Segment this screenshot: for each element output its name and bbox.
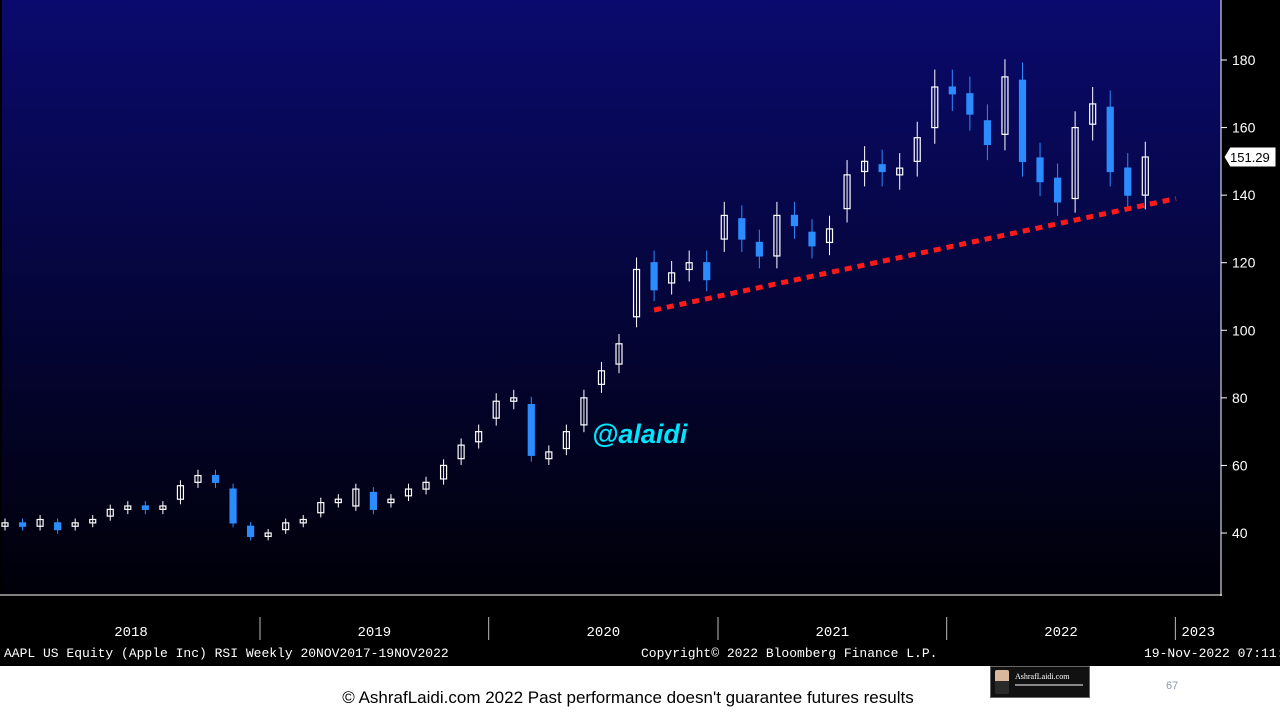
candle-body [896,167,904,176]
y-tick-label: 140 [1232,187,1256,203]
candle-body [983,120,992,146]
candles-group [1,59,1149,541]
candle-body [89,518,97,524]
candle-body [317,501,325,514]
candle-body [229,488,237,524]
portrait-icon [995,670,1009,694]
candle-body [1106,106,1114,173]
y-axis: 40 60 80 100 120 140 160 180 [1221,52,1256,541]
candle-body [159,505,167,510]
y-tick-label: 160 [1232,120,1256,136]
footer-disclaimer: © AshrafLaidi.com 2022 Past performance … [342,688,914,707]
candle-body [176,485,185,500]
x-tick-label: 2023 [1181,625,1215,641]
security-description: AAPL US Equity (Apple Inc) RSI Weekly 20… [4,646,449,661]
x-axis: 2018 2019 2020 2021 2022 2023 [114,617,1215,641]
candle-body [966,93,974,115]
logo-underline [1015,684,1083,686]
candle-body [106,508,114,517]
candle-body [527,404,535,456]
plot-background [2,0,1221,594]
candle-body [685,262,693,271]
candle-body [71,522,79,527]
candle-body [422,481,430,490]
candle-body [1089,103,1097,125]
candle-body [562,431,570,450]
candle-body [773,214,781,257]
candle-body [211,474,220,483]
candle-body [755,241,763,257]
x-tick-label: 2021 [816,625,850,641]
watermark-handle: @alaidi [592,419,688,449]
y-tick-label: 80 [1232,390,1248,406]
y-tick-label: 100 [1232,322,1256,338]
candle-body [597,370,606,385]
candle-body [580,397,588,426]
candle-body [1053,177,1062,203]
candle-body [124,505,132,510]
candle-body [36,518,44,527]
candle-body [545,451,553,460]
y-tick-label: 40 [1232,525,1248,541]
x-tick-label: 2018 [114,625,148,641]
candle-body [264,532,272,537]
candle-body [948,86,956,95]
candle-body [369,491,378,510]
candle-body [492,400,500,419]
candle-body [738,218,746,240]
candle-body [475,431,483,443]
candle-body [615,343,623,365]
candle-body [1141,156,1149,196]
chart-timestamp: 19-Nov-2022 07:11:13 [1144,646,1280,661]
y-tick-label: 180 [1232,52,1256,68]
candle-body [510,397,518,402]
candle-body [282,522,290,531]
y-tick-label: 120 [1232,255,1256,271]
candle-body [825,228,834,244]
chart-panel: 40 60 80 100 120 140 160 180 2018 2019 2020 2021 20… [0,0,1280,666]
candle-body [1036,157,1044,183]
candle-body [299,518,307,524]
candle-body [843,174,851,210]
candle-body [913,137,921,162]
candle-body [439,464,448,480]
candle-body [334,498,342,504]
candle-body [1071,126,1079,200]
candle-body [878,164,886,173]
y-tick-label: 60 [1232,457,1248,473]
candle-body [1124,167,1132,196]
candle-body [54,522,62,531]
candle-body [387,498,395,504]
candle-body [931,86,939,129]
candle-body [703,262,711,281]
logo-text: AshrafLaidi.com [1015,672,1070,681]
last-price-label: 151.29 [1230,150,1270,165]
copyright-notice: Copyright© 2022 Bloomberg Finance L.P. [641,646,938,661]
candle-body [632,268,641,318]
candle-body [650,262,658,291]
x-tick-label: 2019 [358,625,392,641]
last-price-tag: 151.29 [1223,146,1277,168]
candle-body [1,522,9,527]
candle-body [141,505,149,510]
x-tick-label: 2022 [1044,625,1078,641]
candle-body [194,474,202,483]
candle-body [790,214,799,227]
candle-body [404,488,413,497]
x-tick-label: 2020 [587,625,621,641]
candle-body [1018,79,1027,162]
candle-body [352,488,360,507]
candle-body [861,160,869,173]
support-trendline [653,196,1177,313]
candle-body [808,231,816,247]
ashraflaidi-logo: AshrafLaidi.com [990,666,1090,698]
candle-body [1001,76,1009,135]
candle-body [457,444,465,460]
candle-body [18,522,27,527]
slide-number: 67 [1166,680,1179,692]
candle-body [668,272,676,284]
candle-body [720,214,728,240]
candle-body [247,525,255,537]
